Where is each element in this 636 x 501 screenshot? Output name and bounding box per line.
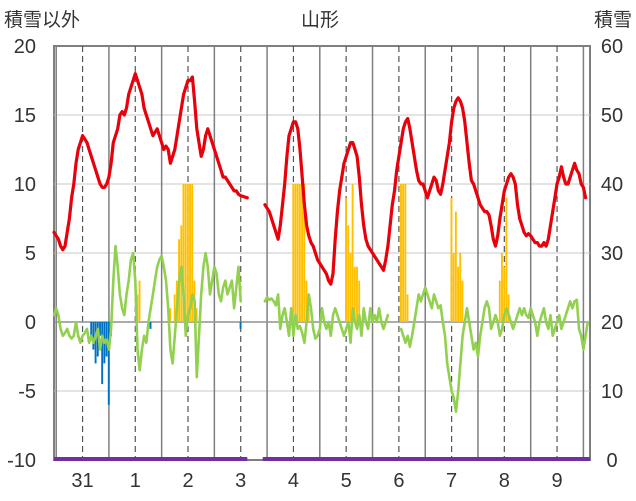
snowfall-bar (296, 184, 299, 322)
snowfall-bar (301, 184, 304, 322)
y-left-tick-label: 20 (14, 36, 36, 58)
y-left-tick-label: 10 (14, 174, 36, 196)
y-left-tick-label: 0 (25, 312, 36, 334)
snowfall-bar (406, 294, 409, 322)
snowfall-bar (186, 184, 189, 322)
y-axis-right-title: 積雪 (594, 9, 632, 31)
x-day-tick-label: 4 (288, 470, 299, 492)
temperature-line (52, 244, 242, 379)
precipitation-bar (90, 322, 93, 336)
temperature-line (263, 293, 390, 345)
snowfall-bar (461, 280, 464, 322)
snowfall-bar (189, 184, 191, 322)
snowfall-bar (307, 308, 310, 322)
snowfall-bar (505, 197, 508, 322)
y-left-tick-label: -10 (7, 450, 36, 472)
temperature-line (399, 286, 590, 414)
snow_depth-line (263, 96, 588, 286)
precipitation-bar (149, 322, 152, 329)
y-axis-left-title: 積雪以外 (4, 9, 80, 31)
x-day-tick-label: 6 (393, 470, 404, 492)
x-day-tick-label: 2 (182, 470, 193, 492)
snowfall-bar (450, 197, 453, 322)
precipitation-bar (101, 322, 104, 385)
x-day-tick-label: 3 (235, 470, 246, 492)
snowfall-bar (503, 266, 506, 322)
snowfall-bar (457, 266, 459, 322)
snowfall-bar (353, 266, 356, 322)
snowfall-bar (501, 253, 503, 322)
snowfall-bar (498, 280, 501, 322)
precipitation-bar (92, 322, 95, 350)
snowfall-bar (507, 294, 510, 322)
x-day-tick-label: 5 (341, 470, 352, 492)
line-series-layer (52, 71, 590, 414)
snowfall-bar (173, 294, 176, 322)
snowfall-bar (358, 280, 361, 322)
y-right-tick-label: 10 (601, 381, 623, 403)
snowfall-bar (169, 308, 172, 322)
snowfall-bar (459, 253, 462, 322)
x-day-tick-label: 31 (71, 470, 93, 492)
y-right-tick-label: 0 (606, 450, 617, 472)
y-right-tick-label: 20 (601, 312, 623, 334)
snowfall-bar (195, 308, 198, 322)
precipitation-bar (239, 322, 242, 329)
x-day-tick-label: 7 (446, 470, 457, 492)
x-day-tick-label: 8 (499, 470, 510, 492)
y-right-tick-label: 40 (601, 174, 623, 196)
snowfall-bar (347, 225, 350, 322)
x-day-tick-label: 9 (551, 470, 562, 492)
snowfall-bar (349, 253, 352, 322)
y-left-tick-label: 5 (25, 243, 36, 265)
snow_depth-line (52, 71, 249, 252)
chart-title: 山形 (301, 9, 339, 31)
snowfall-bar (298, 184, 301, 322)
precipitation-bar (99, 322, 101, 336)
precipitation-bar (94, 322, 97, 364)
snowfall-bar (399, 184, 402, 322)
y-left-tick-label: -5 (18, 381, 36, 403)
snowfall-bar (356, 266, 358, 322)
snowfall-bar (182, 184, 185, 322)
snowfall-bar (303, 184, 306, 322)
snowfall-bar (184, 184, 187, 322)
snowfall-bar (191, 184, 194, 322)
y-right-tick-label: 30 (601, 243, 623, 265)
precipitation-bar (107, 322, 110, 405)
snowfall-bar (351, 184, 354, 322)
snowfall-bar (402, 184, 405, 322)
snowfall-bar (454, 211, 457, 322)
snowfall-bar (138, 280, 141, 322)
snowfall-bar (292, 184, 295, 322)
snowfall-bar (452, 253, 455, 322)
snowfall-bar (294, 184, 297, 322)
y-right-tick-label: 60 (601, 36, 623, 58)
snowfall-bar (404, 184, 407, 322)
snowfall-bar (305, 280, 308, 322)
y-left-tick-label: 15 (14, 105, 36, 127)
x-day-tick-label: 1 (130, 470, 141, 492)
snowfall-bar (345, 197, 347, 322)
y-right-tick-label: 50 (601, 105, 623, 127)
